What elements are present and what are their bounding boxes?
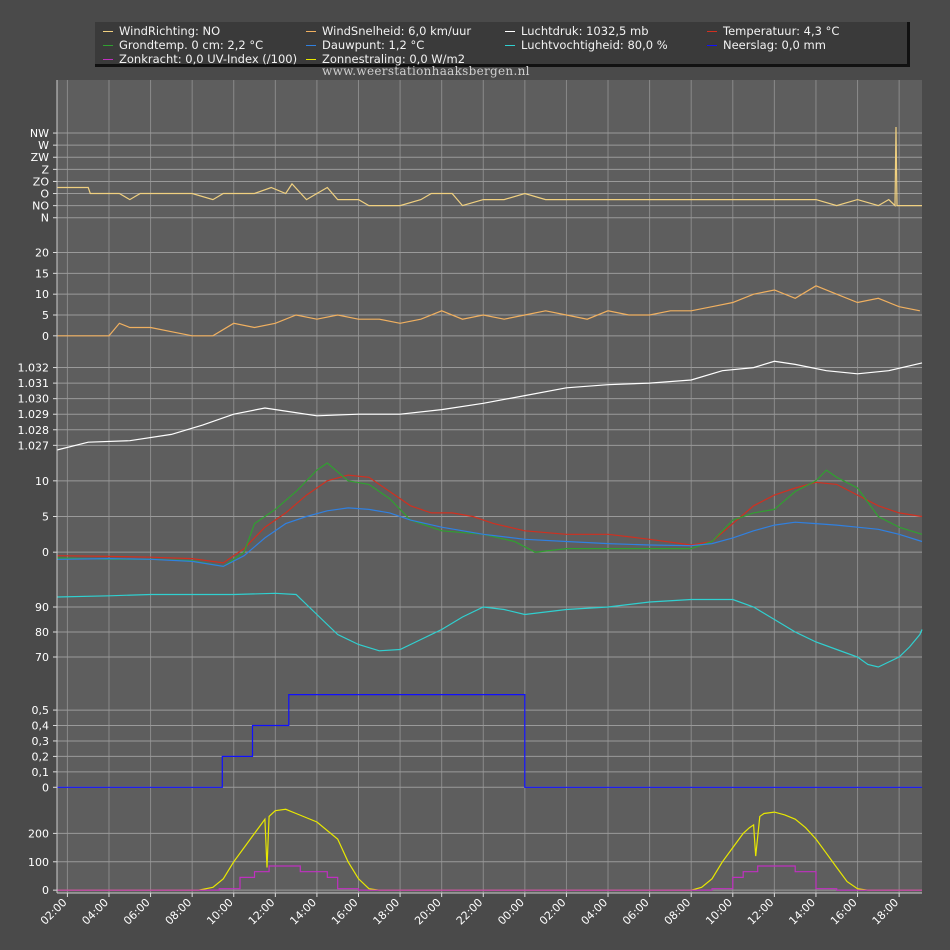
y-tick-label: 0 xyxy=(42,884,49,897)
series-line-temperature xyxy=(56,462,923,568)
x-tick-label: 02:00 xyxy=(537,896,569,928)
series-line-temperature xyxy=(56,474,923,564)
y-tick-label: 0,1 xyxy=(32,766,50,779)
legend-item-grondtemp: Grondtemp. 0 cm: 2,2 °C xyxy=(103,38,263,52)
y-tick-label: 1.027 xyxy=(18,439,50,452)
x-tick-label: 04:00 xyxy=(79,896,111,928)
legend-item-luchtvochtigheid: Luchtvochtigheid: 80,0 % xyxy=(505,38,668,52)
x-tick-label: 16:00 xyxy=(329,896,361,928)
x-tick-label: 06:00 xyxy=(121,896,153,928)
y-tick-label: ZO xyxy=(33,175,50,188)
x-tick-label: 14:00 xyxy=(786,896,818,928)
y-tick-label: 100 xyxy=(28,856,49,869)
y-tick-label: ZW xyxy=(31,151,50,164)
y-tick-label: 1.032 xyxy=(18,362,50,375)
x-tick-label: 10:00 xyxy=(204,896,236,928)
y-tick-label: NW xyxy=(30,127,49,140)
y-tick-label: N xyxy=(41,212,49,225)
series-line-wind-direction xyxy=(57,126,922,207)
y-tick-label: 0,5 xyxy=(32,704,50,717)
x-tick-label: 12:00 xyxy=(745,896,777,928)
y-tick-label: 0,2 xyxy=(32,750,50,763)
x-tick-label: 22:00 xyxy=(454,896,486,928)
x-tick-label: 02:00 xyxy=(38,896,70,928)
series-line-humidity xyxy=(56,592,923,668)
y-tick-label: 70 xyxy=(35,651,49,664)
y-tick-label: 5 xyxy=(42,511,49,524)
series-line-solar xyxy=(57,865,922,891)
y-tick-label: O xyxy=(40,188,49,201)
y-tick-label: W xyxy=(38,139,49,152)
y-tick-label: 0,4 xyxy=(32,720,50,733)
y-tick-label: 1.031 xyxy=(18,377,50,390)
series-line-wind-speed xyxy=(57,285,921,337)
legend-item-zonkracht: Zonkracht: 0,0 UV-Index (/100) xyxy=(103,52,297,66)
x-tick-label: 06:00 xyxy=(620,896,652,928)
legend-item-neerslag: Neerslag: 0,0 mm xyxy=(707,38,826,52)
series-line-solar xyxy=(57,808,922,891)
legend-item-dauwpunt: Dauwpunt: 1,2 °C xyxy=(306,38,424,52)
x-tick-label: 08:00 xyxy=(662,896,694,928)
x-tick-label: 20:00 xyxy=(412,896,444,928)
legend: WindRichting: NO WindSnelheid: 6,0 km/uu… xyxy=(95,22,910,67)
y-tick-label: Z xyxy=(41,163,49,176)
legend-item-windsnelheid: WindSnelheid: 6,0 km/uur xyxy=(306,24,471,38)
x-tick-label: 18:00 xyxy=(371,896,403,928)
y-tick-label: 1.030 xyxy=(18,393,50,406)
x-tick-label: 10:00 xyxy=(703,896,735,928)
x-tick-label: 18:00 xyxy=(870,896,902,928)
series-line-temperature xyxy=(56,507,923,568)
y-tick-label: 0,3 xyxy=(32,735,50,748)
x-tick-label: 14:00 xyxy=(287,896,319,928)
x-tick-label: 16:00 xyxy=(828,896,860,928)
y-tick-label: 10 xyxy=(35,288,49,301)
y-tick-label: 90 xyxy=(35,601,49,614)
y-tick-label: 15 xyxy=(35,267,49,280)
x-tick-label: 12:00 xyxy=(246,896,278,928)
legend-item-luchtdruk: Luchtdruk: 1032,5 mb xyxy=(505,24,649,38)
y-tick-label: 80 xyxy=(35,626,49,639)
series-line-precipitation xyxy=(57,693,922,788)
y-tick-label: 1.028 xyxy=(18,424,50,437)
y-tick-label: 5 xyxy=(42,309,49,322)
y-tick-label: NO xyxy=(32,200,49,213)
x-tick-label: 04:00 xyxy=(579,896,611,928)
y-tick-label: 10 xyxy=(35,475,49,488)
watermark: www.weerstationhaaksbergen.nl xyxy=(322,64,530,78)
legend-item-temperatuur: Temperatuur: 4,3 °C xyxy=(707,24,839,38)
y-tick-label: 0 xyxy=(42,330,49,343)
x-tick-label: 00:00 xyxy=(495,896,527,928)
y-tick-label: 20 xyxy=(35,247,49,260)
y-tick-label: 1.029 xyxy=(18,408,50,421)
plot-area xyxy=(57,80,922,893)
series-line-pressure xyxy=(56,360,923,451)
y-tick-label: 0 xyxy=(42,546,49,559)
legend-item-zonnestraling: Zonnestraling: 0,0 W/m2 xyxy=(306,52,465,66)
x-tick-label: 08:00 xyxy=(163,896,195,928)
legend-item-windrichting: WindRichting: NO xyxy=(103,24,220,38)
y-tick-label: 200 xyxy=(28,827,49,840)
y-tick-label: 0 xyxy=(42,781,49,794)
